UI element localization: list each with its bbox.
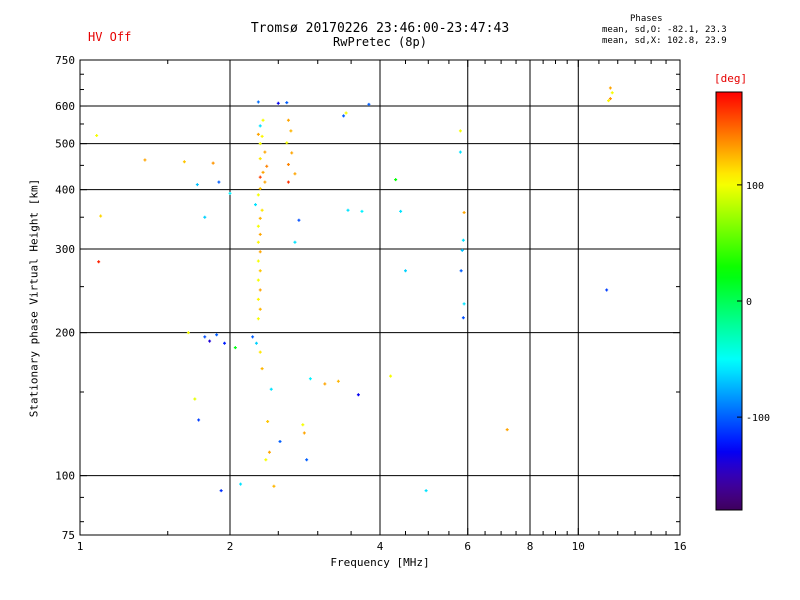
svg-text:600: 600	[55, 100, 75, 113]
svg-text:400: 400	[55, 184, 75, 197]
plot-subtitle: RwPretec (8p)	[333, 35, 427, 49]
phases-title: Phases	[630, 14, 663, 24]
svg-text:100: 100	[55, 470, 75, 483]
x-axis-label: Frequency [MHz]	[330, 556, 430, 569]
phases-summary: Phases mean, sd,O: -82.1, 23.3 mean, sd,…	[602, 14, 727, 47]
svg-text:4: 4	[377, 540, 384, 553]
svg-text:0: 0	[746, 297, 752, 308]
svg-text:75: 75	[62, 529, 75, 542]
phases-x-mode-stats: mean, sd,X: 102.8, 23.9	[602, 36, 727, 46]
plot-title: Tromsø 20170226 23:46:00-23:47:43	[250, 21, 510, 36]
svg-text:100: 100	[746, 181, 764, 192]
svg-text:2: 2	[227, 540, 234, 553]
phases-o-mode-stats: mean, sd,O: -82.1, 23.3	[602, 25, 727, 35]
svg-text:10: 10	[572, 540, 585, 553]
colorbar-unit-label: [deg]	[714, 72, 748, 85]
svg-text:500: 500	[55, 138, 75, 151]
y-axis-label: Stationary phase Virtual Height [km]	[27, 178, 41, 418]
svg-text:300: 300	[55, 243, 75, 256]
svg-text:-100: -100	[746, 413, 770, 424]
svg-text:6: 6	[464, 540, 471, 553]
hv-status-label: HV Off	[88, 30, 132, 44]
svg-text:8: 8	[527, 540, 534, 553]
svg-text:750: 750	[55, 54, 75, 67]
svg-text:1: 1	[77, 540, 84, 553]
svg-text:200: 200	[55, 327, 75, 340]
svg-text:16: 16	[673, 540, 686, 553]
